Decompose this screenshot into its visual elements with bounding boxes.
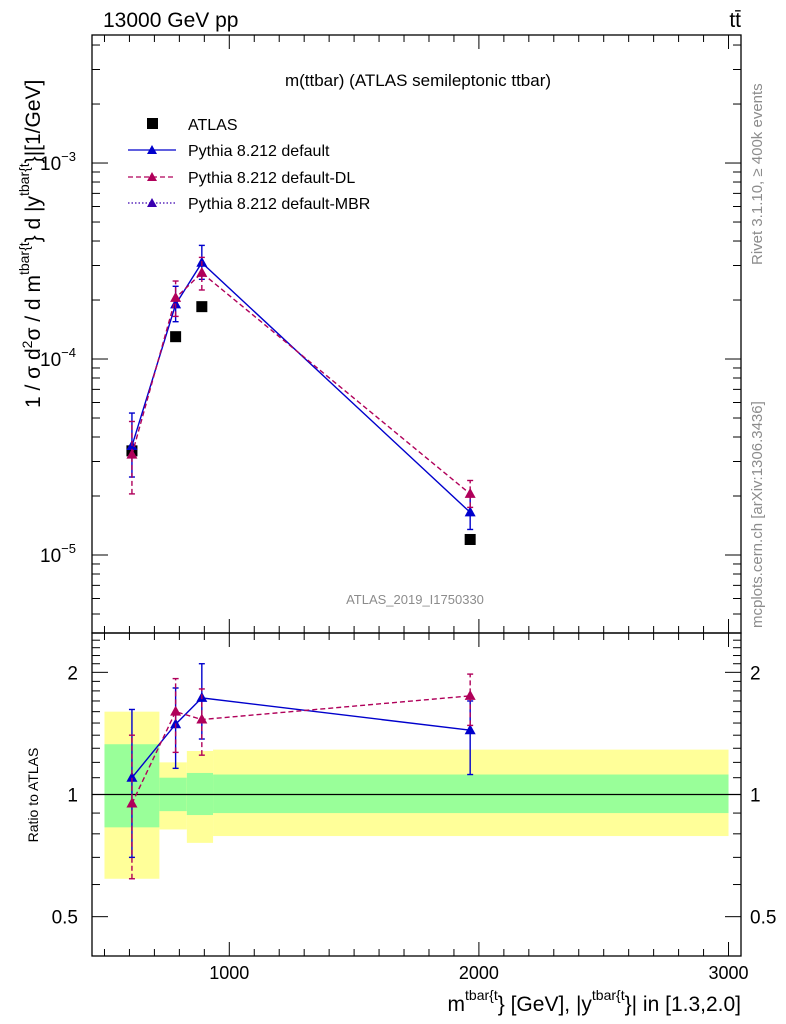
ratio-y-tick-label: 1 bbox=[67, 786, 78, 807]
legend-marker-atlas bbox=[147, 118, 158, 129]
legend-label-default: Pythia 8.212 default bbox=[188, 143, 330, 160]
ratio-series-0-line bbox=[131, 697, 471, 779]
ratio-series-1-point bbox=[196, 713, 208, 724]
ratio-y-tick-label: 2 bbox=[67, 663, 78, 684]
ratio-y-axis-label: Ratio to ATLAS bbox=[25, 748, 41, 843]
y-tick-label: 10−3 bbox=[40, 149, 76, 175]
y-tick-label: 10−4 bbox=[40, 345, 76, 371]
ratio-band-inner bbox=[213, 774, 729, 814]
analysis-watermark: ATLAS_2019_I1750330 bbox=[346, 592, 484, 607]
ratio-series-0-point bbox=[126, 771, 138, 782]
legend-label-dl: Pythia 8.212 default-DL bbox=[188, 170, 355, 187]
atlas-data-point bbox=[170, 331, 182, 343]
process-label: tt̄ bbox=[729, 9, 741, 32]
ratio-series-1-point bbox=[170, 705, 182, 716]
x-tick-label: 3000 bbox=[708, 963, 748, 983]
atlas-data-point bbox=[196, 301, 208, 313]
energy-label: 13000 GeV pp bbox=[103, 9, 238, 32]
ratio-series-1-point bbox=[126, 797, 138, 808]
legend-marker-default bbox=[147, 145, 157, 154]
main-series-0-line bbox=[131, 261, 471, 513]
main-series-0-point bbox=[464, 506, 476, 517]
main-series-1-point bbox=[170, 291, 182, 302]
axis-ticks bbox=[92, 35, 741, 957]
legend-marker-mbr bbox=[147, 198, 157, 207]
y-tick-label: 10−5 bbox=[40, 541, 76, 567]
legend-marker-dl bbox=[147, 172, 157, 181]
chart-title: m(ttbar) (ATLAS semileptonic ttbar) bbox=[285, 71, 551, 90]
ratio-bands bbox=[104, 711, 729, 879]
legend: ATLAS Pythia 8.212 default Pythia 8.212 … bbox=[128, 117, 370, 213]
series-layer bbox=[126, 244, 476, 880]
atlas-data-point bbox=[464, 533, 476, 545]
ratio-y-tick-label-right: 2 bbox=[750, 663, 761, 684]
rivet-label: Rivet 3.1.10, ≥ 400k events bbox=[749, 83, 766, 265]
mcplots-label: mcplots.cern.ch [arXiv:1306.3436] bbox=[749, 401, 766, 628]
main-series-1-line bbox=[131, 271, 471, 495]
ratio-series-0-point bbox=[170, 718, 182, 729]
main-series-1-point bbox=[464, 487, 476, 498]
x-tick-label: 2000 bbox=[459, 963, 499, 983]
tick-labels: 1000 2000 3000 10−5 10−4 10−3 0.5 0.5 1 1 2 2 bbox=[40, 149, 776, 983]
legend-label-atlas: ATLAS bbox=[188, 117, 238, 134]
ratio-y-tick-label-right: 0.5 bbox=[750, 908, 776, 929]
y-axis-label: 1 / σ d2σ / d mtbar{t} d |ytbar{t}|[1/Ge… bbox=[16, 80, 45, 408]
ratio-series-1-line bbox=[131, 695, 471, 804]
x-tick-label: 1000 bbox=[209, 963, 249, 983]
main-series-1-point bbox=[196, 266, 208, 277]
ratio-series-1-point bbox=[464, 689, 476, 700]
ratio-y-tick-label-right: 1 bbox=[750, 786, 761, 807]
ratio-series-0-point bbox=[464, 724, 476, 735]
ratio-y-tick-label: 0.5 bbox=[52, 908, 78, 929]
x-axis-label: mtbar{t} [GeV], |ytbar{t}| in [1.3,2.0] bbox=[448, 987, 741, 1016]
main-series-1-point bbox=[126, 448, 138, 459]
legend-label-mbr: Pythia 8.212 default-MBR bbox=[188, 196, 370, 213]
